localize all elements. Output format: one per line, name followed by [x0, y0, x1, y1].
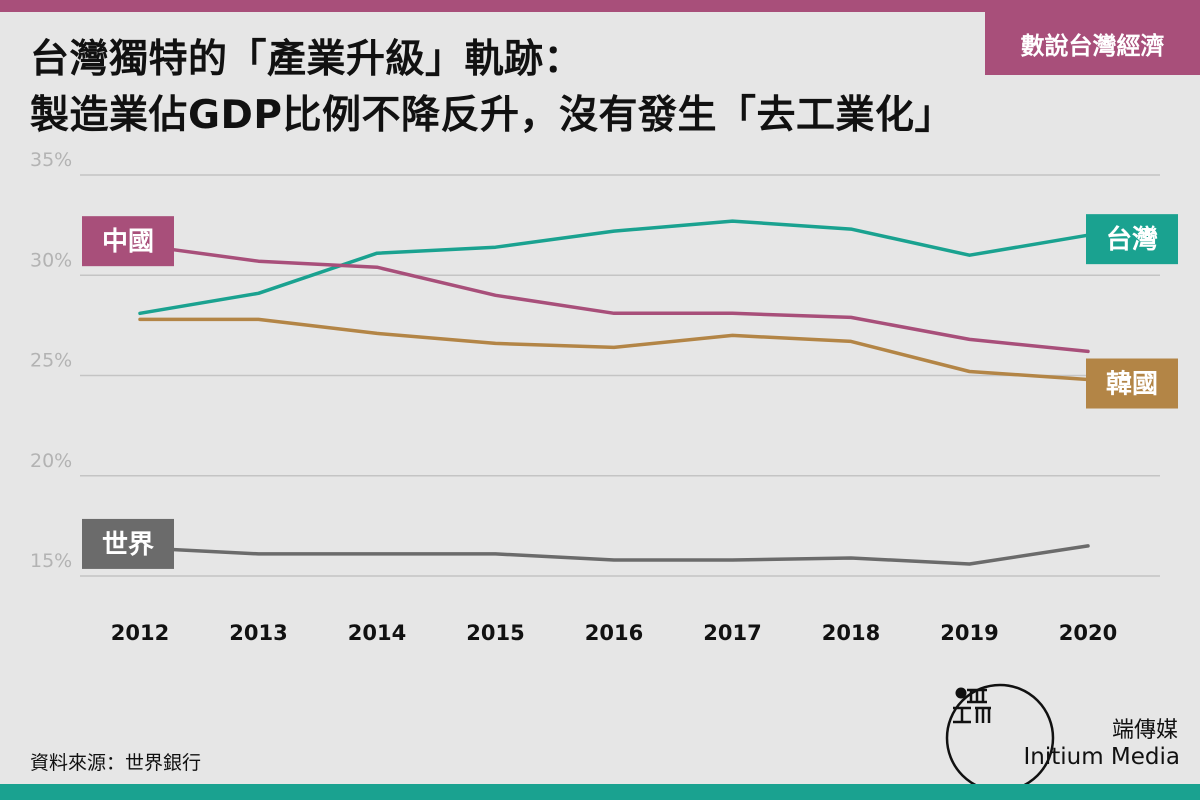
series-badge: 數說台灣經濟 — [985, 12, 1200, 75]
series-label-text: 中國 — [102, 227, 154, 257]
bottom-accent-bar — [0, 784, 1200, 800]
x-tick-label: 2012 — [111, 621, 169, 645]
title-line-1: 台灣獨特的「產業升級」軌跡： — [30, 37, 584, 82]
x-tick-label: 2017 — [703, 621, 761, 645]
series-label-text: 世界 — [102, 530, 154, 560]
x-tick-label: 2019 — [940, 621, 998, 645]
series-label-text: 台灣 — [1106, 224, 1158, 255]
x-tick-label: 2016 — [585, 621, 643, 645]
title-line-2: 製造業佔GDP比例不降反升，沒有發生「去工業化」 — [30, 93, 954, 138]
y-tick-label: 35% — [30, 149, 72, 171]
series-label-text: 韓國 — [1106, 370, 1158, 400]
series-line — [138, 219, 1090, 316]
series-label-box — [82, 518, 174, 569]
series-label-box — [1086, 358, 1178, 409]
x-tick-label: 2018 — [822, 621, 880, 645]
brand-name-chinese: 端傳媒 — [1111, 718, 1178, 743]
x-tick-label: 2015 — [466, 621, 524, 645]
series-label: 韓國 — [1086, 358, 1178, 409]
x-tick-label: 2013 — [229, 621, 287, 645]
series-label-box — [1086, 214, 1178, 265]
source-note: 資料來源：世界銀行 — [30, 752, 202, 774]
series-line — [138, 544, 1090, 566]
initium-logo-icon — [945, 683, 1055, 793]
series-label: 台灣 — [1086, 214, 1178, 265]
x-tick-label: 2020 — [1059, 621, 1117, 645]
series-label: 世界 — [82, 518, 174, 569]
series-label-box — [82, 216, 174, 267]
series-line — [138, 317, 1090, 382]
top-accent-bar — [0, 0, 1200, 12]
series-label: 中國 — [82, 216, 174, 267]
y-tick-label: 15% — [30, 550, 72, 572]
y-tick-label: 25% — [30, 350, 72, 372]
x-tick-label: 2014 — [348, 621, 406, 645]
y-tick-label: 30% — [30, 249, 72, 271]
y-tick-label: 20% — [30, 450, 72, 472]
brand-name-english: Initium Media — [1023, 744, 1180, 770]
series-line — [138, 243, 1090, 354]
